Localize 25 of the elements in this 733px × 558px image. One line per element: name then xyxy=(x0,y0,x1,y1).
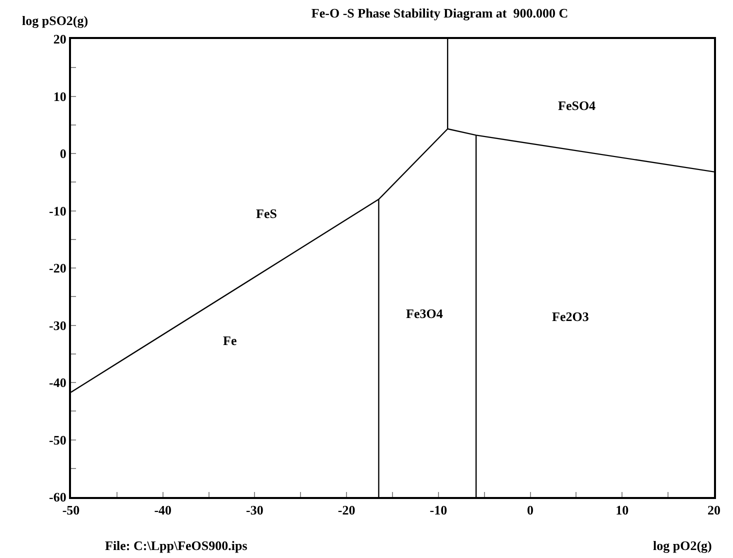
x-tick-label: -40 xyxy=(154,502,172,518)
x-tick-label: 10 xyxy=(616,502,629,518)
x-tick-label: 0 xyxy=(527,502,534,518)
y-axis-title: log pSO2(g) xyxy=(22,13,88,28)
x-tick-label: -10 xyxy=(430,502,448,518)
annotation: FeSO4 xyxy=(558,98,596,113)
y-tick-label: -40 xyxy=(49,375,66,390)
y-tick-label: 20 xyxy=(53,32,66,47)
y-tick-label: 0 xyxy=(60,146,66,162)
x-tick-label: -30 xyxy=(246,502,264,518)
x-tick-label: 20 xyxy=(708,502,720,518)
y-tick-label: -50 xyxy=(49,432,66,448)
annotation: Fe2O3 xyxy=(552,309,590,324)
annotation: FeS xyxy=(256,206,277,221)
x-axis-title: log pO2(g) xyxy=(653,538,712,553)
y-tick-label: 10 xyxy=(53,88,66,104)
y-tick-label: -10 xyxy=(49,203,66,218)
chart-title: Fe-O -S Phase Stability Diagram at 900.000 C xyxy=(311,5,568,20)
y-tick-label: -30 xyxy=(49,318,66,333)
y-tick-label: -20 xyxy=(49,260,66,276)
annotation: Fe3O4 xyxy=(406,306,444,321)
annotation: Fe xyxy=(223,333,237,348)
x-tick-label: -20 xyxy=(338,502,356,518)
y-tick-label: -60 xyxy=(49,490,66,505)
text: File: C:\Lpp\FeOS900.ips xyxy=(105,538,248,553)
